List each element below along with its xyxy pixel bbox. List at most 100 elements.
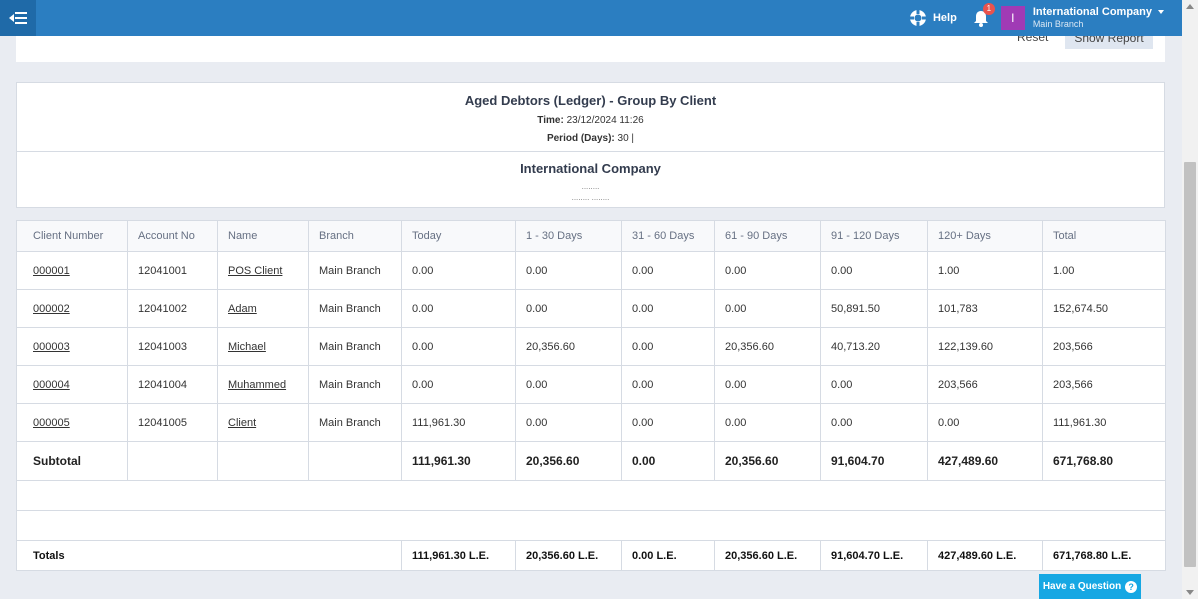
days-1-30-cell: 0.00	[515, 251, 622, 290]
days-31-60-cell: 0.00	[621, 365, 715, 404]
empty-row	[16, 480, 1166, 511]
subtotal-61-90: 20,356.60	[714, 441, 821, 481]
menu-toggle-button[interactable]	[0, 0, 36, 36]
account-no-cell: 12041004	[127, 365, 218, 404]
reset-button[interactable]: Reset	[1017, 36, 1049, 44]
totals-total: 671,768.80 L.E.	[1042, 540, 1166, 571]
today-cell: 0.00	[401, 289, 516, 328]
client-number-link[interactable]: 000002	[33, 302, 70, 315]
days-1-30-cell: 0.00	[515, 289, 622, 328]
today-cell: 111,961.30	[401, 403, 516, 442]
question-circle-icon: ?	[1125, 580, 1138, 593]
column-header[interactable]: Account No	[127, 220, 218, 252]
today-cell: 0.00	[401, 251, 516, 290]
have-a-question-button[interactable]: Have a Question ?	[1039, 574, 1141, 599]
subtotal-1-30: 20,356.60	[515, 441, 622, 481]
total-cell: 111,961.30	[1042, 403, 1166, 442]
days-91-120-cell: 0.00	[820, 251, 928, 290]
client-name-link[interactable]: POS Client	[228, 264, 283, 277]
days-91-120-cell: 0.00	[820, 365, 928, 404]
client-number-link[interactable]: 000001	[33, 264, 70, 277]
help-button[interactable]: Help	[909, 9, 957, 27]
days-120-plus-cell: 122,139.60	[927, 327, 1043, 366]
table-row: 000002 12041002 Adam Main Branch 0.00 0.…	[16, 289, 1166, 328]
account-no-cell: 12041001	[127, 251, 218, 290]
subtotal-91-120: 91,604.70	[820, 441, 928, 481]
have-a-question-label: Have a Question	[1042, 581, 1122, 592]
column-header[interactable]: 31 - 60 Days	[621, 220, 715, 252]
report-time: Time: 23/12/2024 11:26	[537, 115, 644, 126]
column-header[interactable]: 1 - 30 Days	[515, 220, 622, 252]
client-name-link[interactable]: Muhammed	[228, 378, 287, 391]
totals-91-120: 91,604.70 L.E.	[820, 540, 928, 571]
total-cell: 203,566	[1042, 365, 1166, 404]
branch-cell: Main Branch	[308, 289, 402, 328]
totals-61-90: 20,356.60 L.E.	[714, 540, 821, 571]
table-row: 000005 12041005 Client Main Branch 111,9…	[16, 403, 1166, 442]
vertical-scrollbar[interactable]	[1182, 0, 1198, 599]
report-placeholder-line: ........ ........	[571, 193, 610, 202]
totals-1-30: 20,356.60 L.E.	[515, 540, 622, 571]
column-header[interactable]: Client Number	[16, 220, 128, 252]
subtotal-label: Subtotal	[16, 441, 128, 481]
client-number-link[interactable]: 000003	[33, 340, 70, 353]
total-cell: 152,674.50	[1042, 289, 1166, 328]
report-header: Aged Debtors (Ledger) - Group By Client …	[16, 82, 1165, 208]
days-91-120-cell: 0.00	[820, 403, 928, 442]
branch-cell: Main Branch	[308, 251, 402, 290]
days-31-60-cell: 0.00	[621, 403, 715, 442]
days-91-120-cell: 50,891.50	[820, 289, 928, 328]
subtotal-today: 111,961.30	[401, 441, 516, 481]
subtotal-31-60: 0.00	[621, 441, 715, 481]
notification-badge: 1	[982, 2, 995, 15]
top-bar: Help 1 I International Company Main Bran…	[0, 0, 1182, 36]
client-name-link[interactable]: Michael	[228, 340, 266, 353]
client-name-link[interactable]: Client	[228, 416, 257, 429]
days-61-90-cell: 20,356.60	[714, 327, 821, 366]
days-120-plus-cell: 203,566	[927, 365, 1043, 404]
days-61-90-cell: 0.00	[714, 289, 821, 328]
days-31-60-cell: 0.00	[621, 327, 715, 366]
report-placeholder-line: ........	[581, 182, 600, 191]
column-header[interactable]: Name	[217, 220, 309, 252]
show-report-button[interactable]: Show Report	[1065, 36, 1153, 49]
days-31-60-cell: 0.00	[621, 251, 715, 290]
client-name-link[interactable]: Adam	[228, 302, 257, 315]
days-120-plus-cell: 1.00	[927, 251, 1043, 290]
table-row: 000001 12041001 POS Client Main Branch 0…	[16, 251, 1166, 290]
column-header[interactable]: 91 - 120 Days	[820, 220, 928, 252]
report-title: Aged Debtors (Ledger) - Group By Client	[464, 93, 717, 108]
totals-today: 111,961.30 L.E.	[401, 540, 516, 571]
column-header[interactable]: Branch	[308, 220, 402, 252]
subtotal-row: Subtotal 111,961.30 20,356.60 0.00 20,35…	[16, 441, 1166, 481]
table-header-row: Client Number Account No Name Branch Tod…	[16, 220, 1166, 252]
column-header[interactable]: Total	[1042, 220, 1166, 252]
branch-name: Main Branch	[1032, 19, 1084, 29]
company-name: International Company	[1032, 6, 1152, 18]
scrollbar-thumb[interactable]	[1184, 162, 1196, 567]
total-cell: 1.00	[1042, 251, 1166, 290]
days-31-60-cell: 0.00	[621, 289, 715, 328]
today-cell: 0.00	[401, 327, 516, 366]
days-120-plus-cell: 101,783	[927, 289, 1043, 328]
lifebuoy-icon	[909, 10, 926, 26]
client-number-link[interactable]: 000004	[33, 378, 70, 391]
days-1-30-cell: 0.00	[515, 403, 622, 442]
totals-row: Totals 111,961.30 L.E. 20,356.60 L.E. 0.…	[16, 540, 1166, 571]
column-header[interactable]: 120+ Days	[927, 220, 1043, 252]
branch-cell: Main Branch	[308, 327, 402, 366]
scroll-down-arrow-icon[interactable]	[1186, 590, 1194, 595]
days-1-30-cell: 20,356.60	[515, 327, 622, 366]
account-menu[interactable]: I International Company Main Branch	[1000, 6, 1164, 30]
notifications-button[interactable]: 1	[973, 2, 995, 27]
column-header[interactable]: Today	[401, 220, 516, 252]
client-number-link[interactable]: 000005	[33, 416, 70, 429]
column-header[interactable]: 61 - 90 Days	[714, 220, 821, 252]
account-no-cell: 12041002	[127, 289, 218, 328]
scroll-up-arrow-icon[interactable]	[1186, 4, 1194, 9]
branch-cell: Main Branch	[308, 403, 402, 442]
branch-cell: Main Branch	[308, 365, 402, 404]
days-1-30-cell: 0.00	[515, 365, 622, 404]
chevron-down-icon	[1158, 10, 1164, 14]
totals-31-60: 0.00 L.E.	[621, 540, 715, 571]
